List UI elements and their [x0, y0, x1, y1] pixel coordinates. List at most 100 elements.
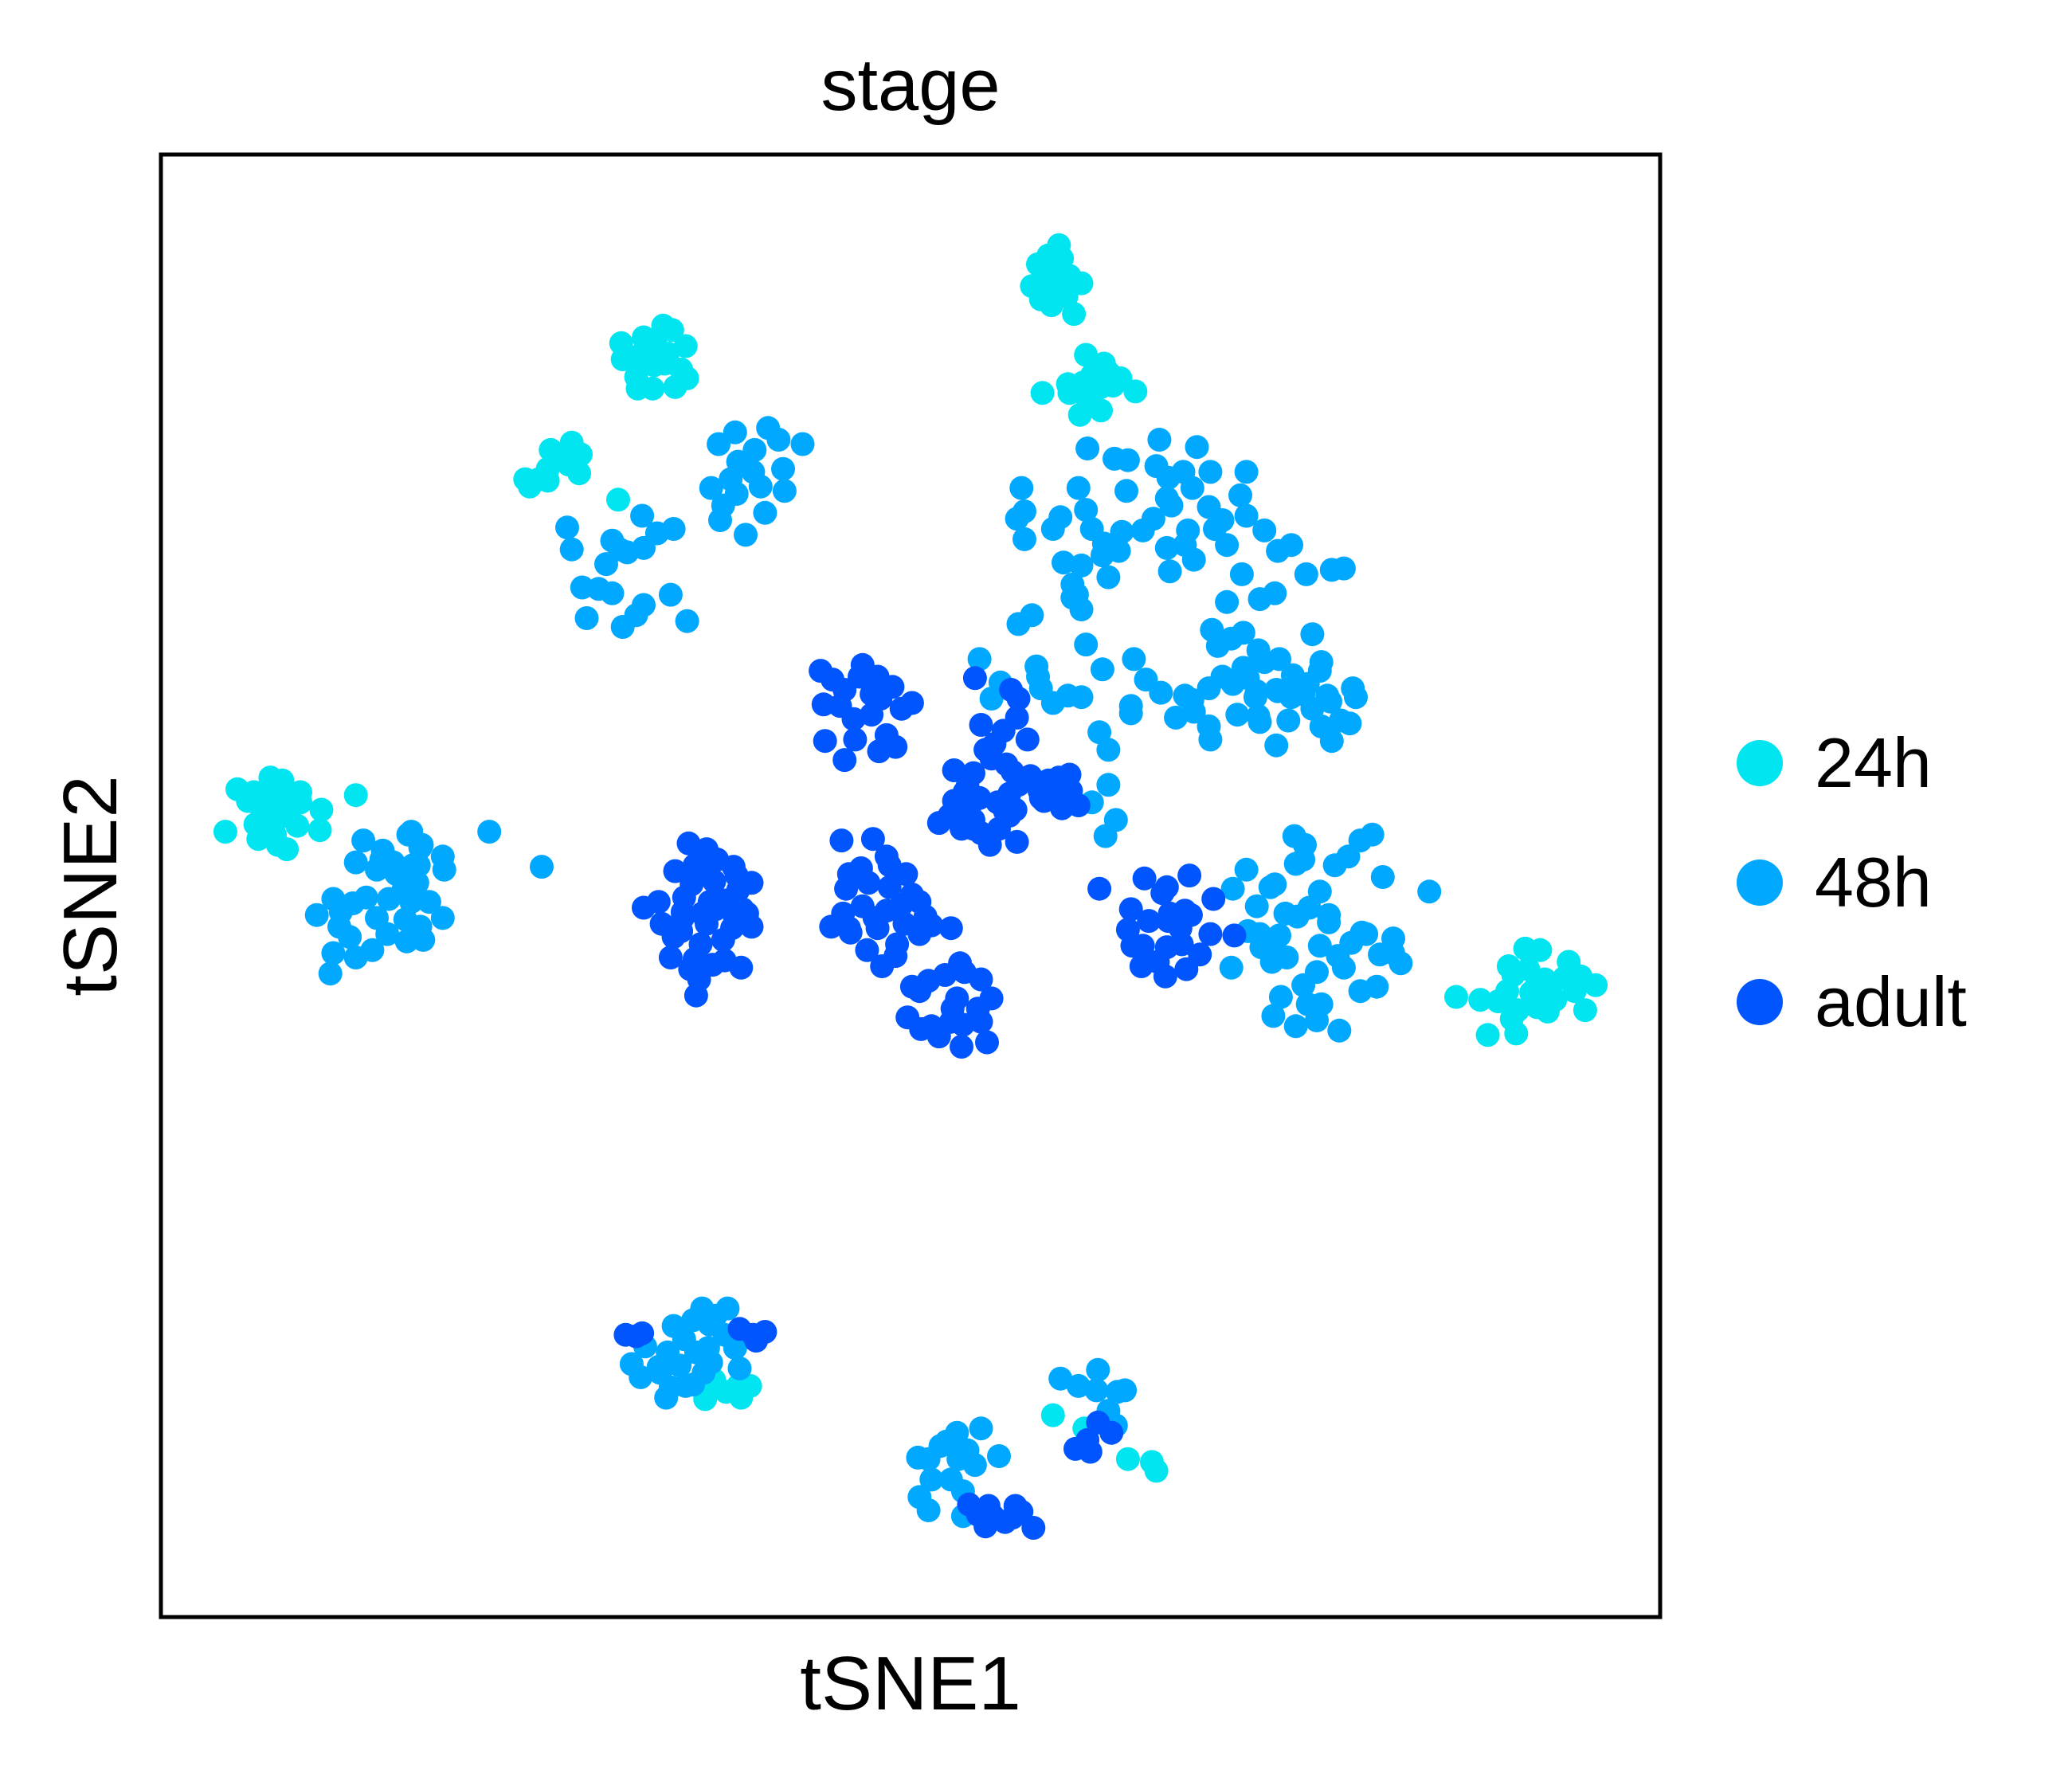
point-48h-125	[1319, 729, 1344, 754]
point-48h-25	[661, 517, 686, 541]
point-48h-277	[673, 1373, 698, 1398]
point-48h-244	[1261, 1004, 1286, 1028]
point-48h-14	[741, 460, 766, 484]
point-48h-16	[708, 508, 732, 532]
point-adult-99	[734, 901, 759, 926]
point-48h-250	[1291, 848, 1316, 871]
point-48h-198	[409, 832, 434, 857]
point-adult-53	[1003, 797, 1028, 822]
point-48h-197	[365, 906, 389, 930]
point-48h-139	[1215, 589, 1240, 614]
point-48h-193	[365, 857, 389, 882]
point-48h-26	[630, 503, 655, 528]
point-adult-148	[1129, 954, 1154, 978]
point-24h-125	[1140, 1450, 1164, 1474]
point-24h-109	[1475, 1023, 1500, 1047]
point-48h-11	[734, 523, 758, 547]
point-48h-231	[1219, 955, 1244, 980]
point-adult-138	[1177, 863, 1202, 888]
point-24h-76	[309, 797, 334, 822]
point-48h-68	[1180, 476, 1204, 500]
point-adult-180	[948, 951, 973, 976]
point-adult-60	[1050, 796, 1075, 820]
point-48h-269	[654, 1385, 679, 1410]
point-48h-248	[1263, 872, 1287, 897]
point-48h-247	[1285, 904, 1310, 929]
point-48h-90	[1294, 562, 1318, 586]
point-48h-195	[318, 961, 343, 986]
point-48h-279	[1066, 1373, 1091, 1398]
point-adult-175	[969, 1009, 993, 1034]
point-48h-56	[1069, 597, 1094, 621]
point-48h-175	[304, 903, 329, 927]
point-24h-84	[307, 818, 332, 843]
point-48h-186	[338, 925, 362, 950]
point-48h-148	[1090, 657, 1114, 682]
point-adult-127	[889, 892, 914, 917]
point-adult-201	[973, 1514, 998, 1539]
point-24h-112	[1522, 977, 1546, 1002]
point-48h-40	[1012, 527, 1036, 551]
point-48h-251	[1249, 935, 1274, 960]
point-24h-59	[606, 488, 630, 512]
point-48h-273	[619, 1352, 644, 1376]
point-24h-60	[539, 437, 563, 462]
point-adult-23	[1006, 687, 1031, 711]
point-48h-18	[555, 515, 579, 540]
point-adult-17	[883, 734, 908, 759]
point-24h-79	[213, 820, 237, 844]
point-adult-11	[813, 729, 837, 754]
point-24h-121	[1040, 1403, 1065, 1427]
point-24h-113	[1496, 954, 1521, 978]
point-adult-142	[1137, 909, 1161, 934]
point-48h-272	[656, 1340, 680, 1365]
point-adult-139	[1201, 887, 1226, 911]
point-adult-14	[899, 691, 924, 715]
point-48h-154	[1118, 701, 1143, 726]
point-adult-156	[1087, 876, 1112, 901]
point-24h-43	[1101, 374, 1126, 398]
point-48h-236	[1327, 1018, 1352, 1043]
points-layer	[213, 233, 1608, 1540]
point-48h-87	[1279, 533, 1303, 558]
point-48h-124	[1338, 711, 1362, 736]
point-48h-128	[1266, 679, 1291, 703]
point-48h-199	[402, 875, 427, 899]
point-48h-143	[1006, 612, 1031, 636]
point-adult-19	[865, 664, 890, 689]
point-48h-152	[1040, 691, 1065, 715]
point-adult-186	[744, 1329, 769, 1353]
point-adult-20	[828, 694, 852, 719]
point-48h-58	[1114, 479, 1138, 503]
point-48h-30	[600, 581, 625, 605]
point-adult-131	[870, 954, 895, 978]
point-48h-42	[1066, 476, 1091, 500]
point-adult-171	[945, 986, 969, 1011]
point-48h-237	[1349, 920, 1374, 945]
point-48h-225	[1291, 973, 1316, 997]
point-adult-192	[1078, 1439, 1103, 1464]
point-48h-194	[430, 844, 455, 869]
point-48h-297	[919, 1467, 944, 1492]
point-adult-107	[860, 827, 885, 852]
point-adult-25	[969, 713, 993, 737]
point-48h-163	[343, 850, 368, 875]
point-48h-274	[699, 1350, 723, 1375]
point-48h-217	[1370, 865, 1395, 889]
point-48h-81	[1198, 460, 1223, 484]
point-48h-283	[1113, 1378, 1138, 1403]
point-adult-46	[1005, 829, 1029, 854]
point-adult-103	[683, 983, 708, 1008]
point-48h-153	[1069, 685, 1094, 710]
point-48h-83	[1234, 460, 1259, 484]
point-48h-271	[661, 1314, 686, 1338]
point-48h-200	[477, 820, 502, 844]
point-48h-0	[723, 420, 747, 444]
point-48h-293	[969, 1416, 993, 1441]
point-48h-243	[1317, 910, 1342, 934]
point-adult-159	[1150, 881, 1175, 906]
point-48h-49	[1110, 519, 1134, 544]
point-adult-49	[926, 811, 951, 836]
point-48h-157	[1096, 773, 1121, 797]
